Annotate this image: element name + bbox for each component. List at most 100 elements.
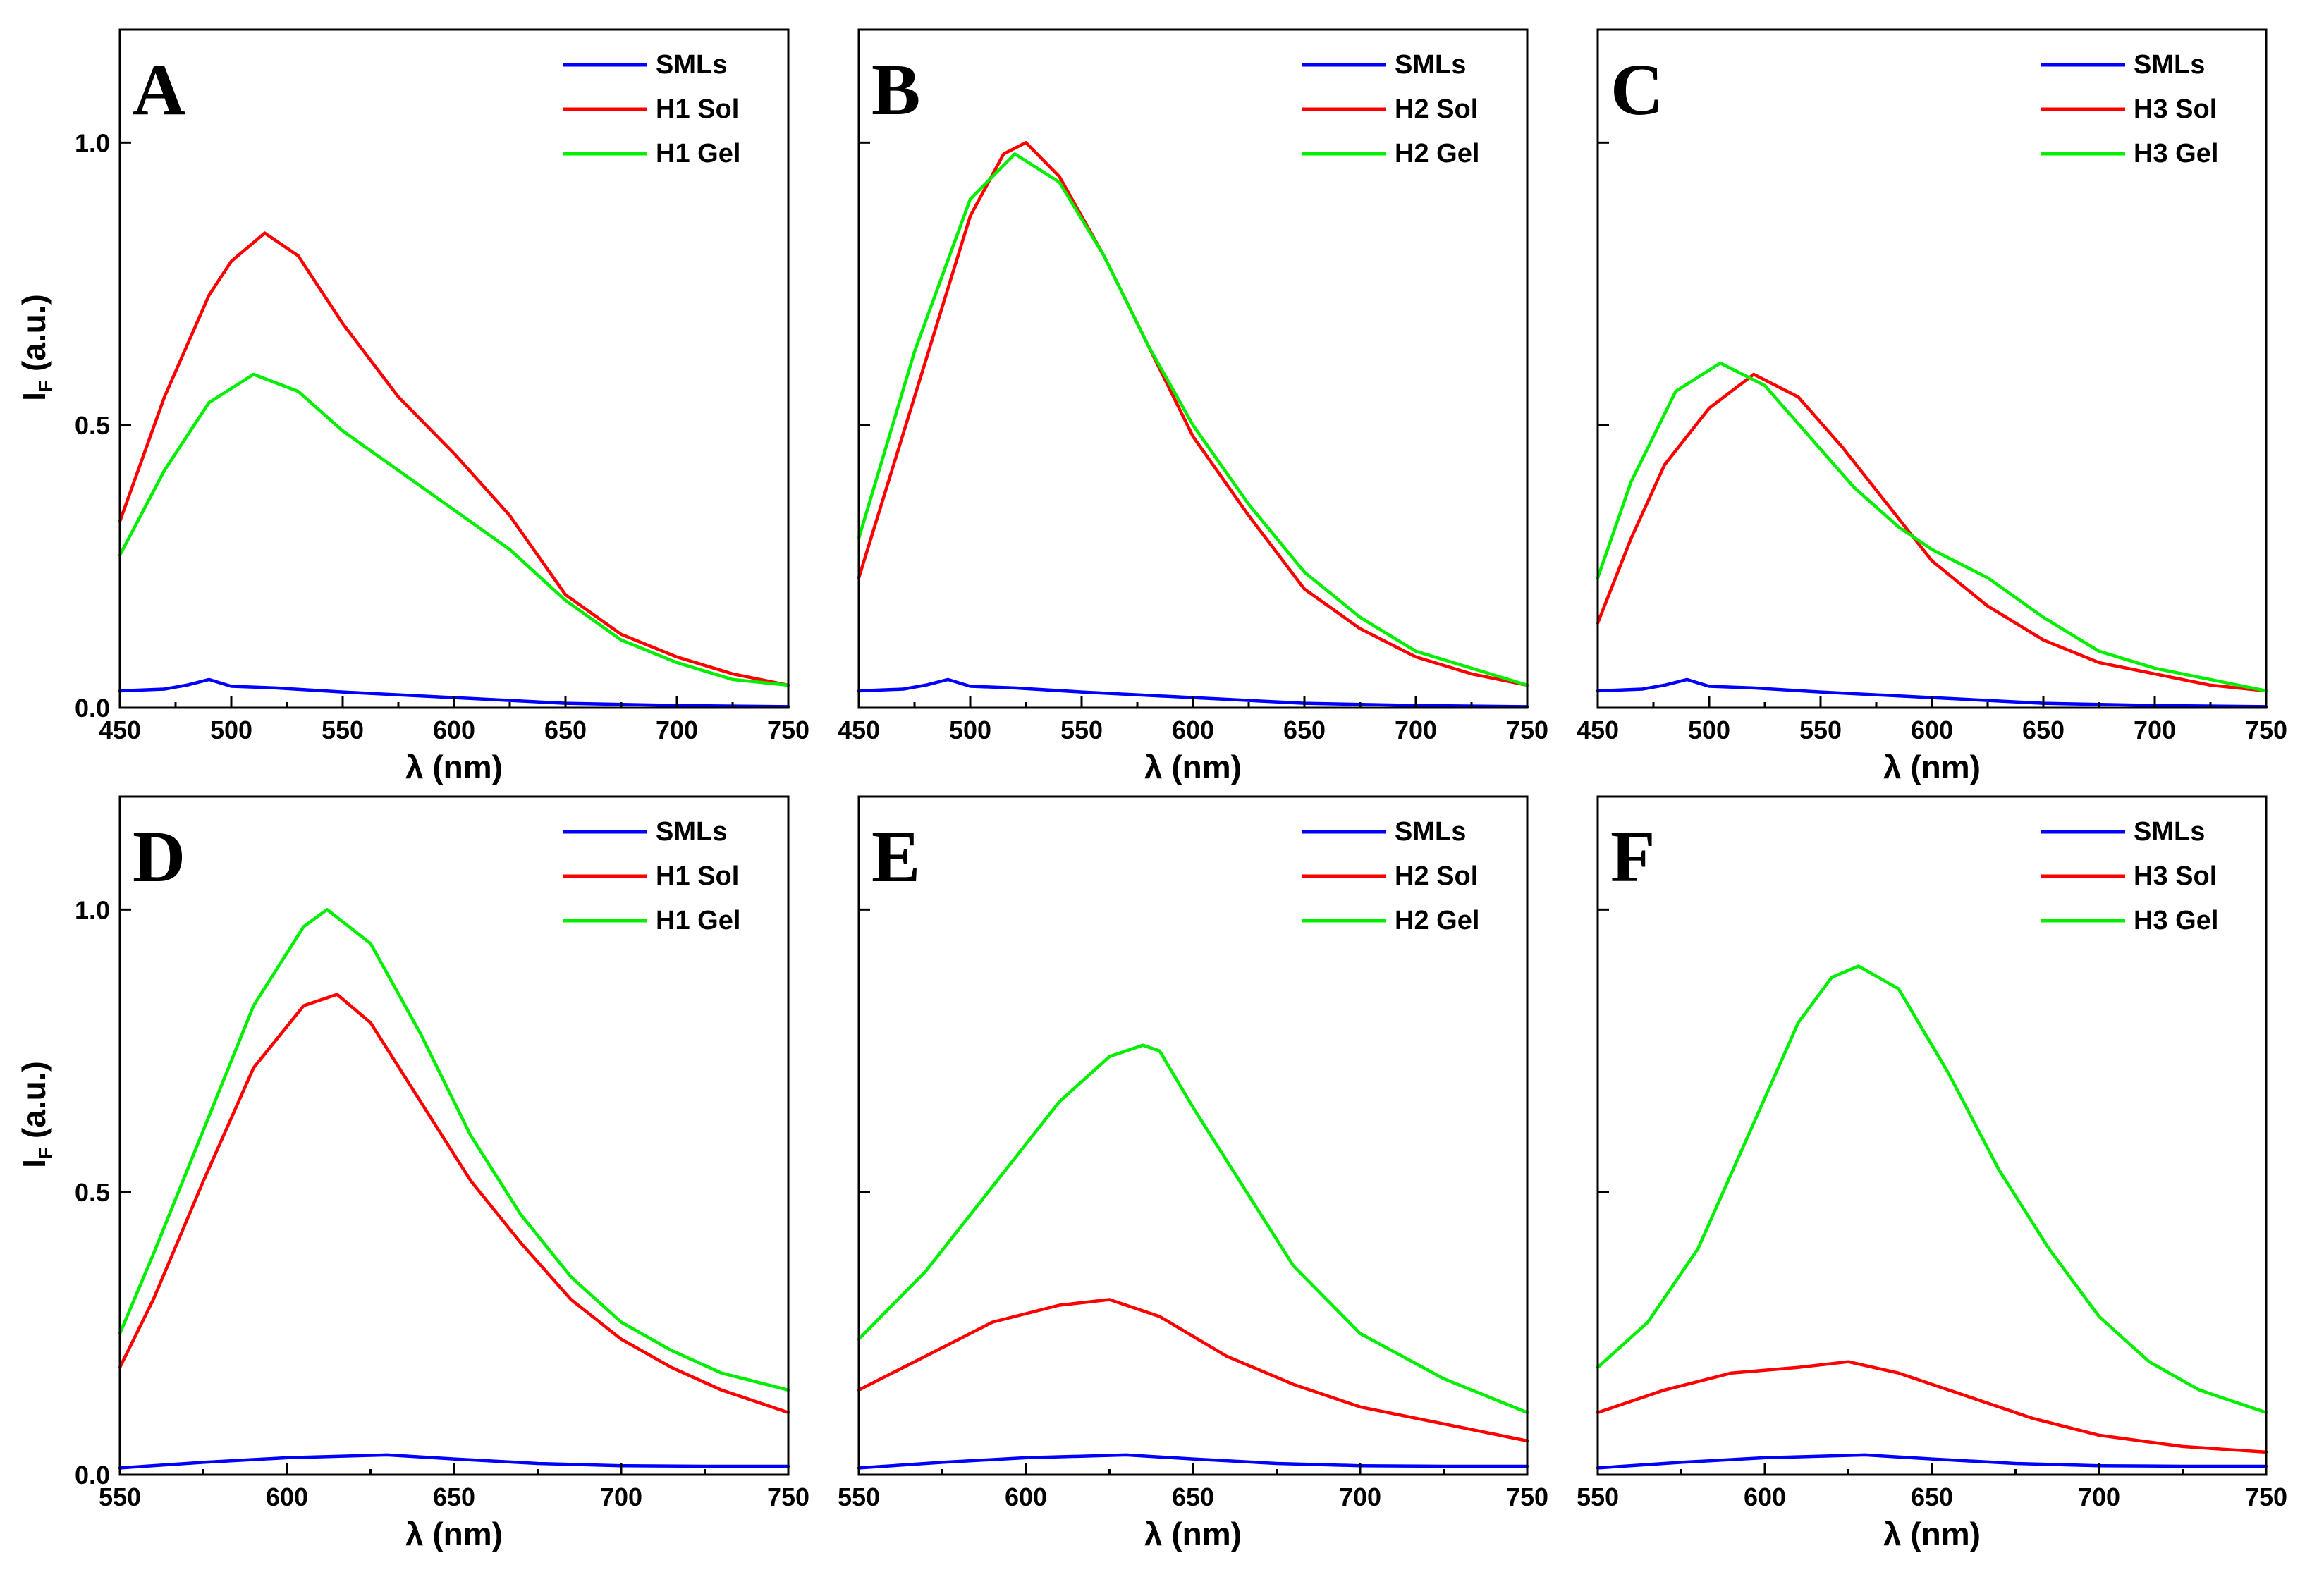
series-line-h1-gel xyxy=(118,372,790,687)
series-line-smls xyxy=(857,1453,1529,1470)
x-tick-label: 450 xyxy=(99,716,141,744)
x-tick-label: 650 xyxy=(544,716,587,744)
series-line-smls xyxy=(1596,677,2268,708)
x-axis-title: λ (nm) xyxy=(1883,749,1981,785)
x-axis-title: λ (nm) xyxy=(405,1516,503,1552)
x-tick-label: 700 xyxy=(2134,716,2176,744)
panel-letter: A xyxy=(133,49,185,130)
y-axis-symbol: I xyxy=(16,1159,52,1168)
legend-label: H2 Sol xyxy=(1395,861,1478,891)
series-line-smls xyxy=(1596,1453,2268,1470)
legend-label: H2 Gel xyxy=(1395,139,1479,168)
x-axis-title: λ (nm) xyxy=(1883,1516,1981,1552)
x-tick-label: 550 xyxy=(99,1483,141,1511)
x-tick-label: 550 xyxy=(1060,716,1103,744)
plot-frame xyxy=(1596,795,2268,1476)
legend-label: H2 Sol xyxy=(1395,94,1478,124)
x-tick-label: 550 xyxy=(322,716,364,744)
legend-label: H2 Gel xyxy=(1395,906,1479,935)
series-line-h3-sol xyxy=(1596,372,2268,693)
x-tick-label: 650 xyxy=(433,1483,475,1511)
panel-a: 450 500 550 600 650 700 750 0.0 0.5 1.0 λ (nm) IF (a… xyxy=(16,28,809,785)
x-axis-title: λ (nm) xyxy=(1144,749,1242,785)
y-axis-title: IF (a.u.) xyxy=(16,294,56,401)
series-line-h1-sol xyxy=(118,993,790,1415)
series-line-h3-sol xyxy=(1596,1360,2268,1454)
legend-label: SMLs xyxy=(2134,50,2205,80)
series-line-smls xyxy=(118,1453,790,1470)
x-tick-label: 500 xyxy=(210,716,252,744)
plot-frame xyxy=(118,795,790,1476)
x-tick-label: 750 xyxy=(1506,716,1548,744)
x-axis-title: λ (nm) xyxy=(405,749,503,785)
panel-letter: B xyxy=(871,49,920,130)
panel-letter: E xyxy=(871,816,920,897)
y-tick-label: 0.0 xyxy=(75,1461,110,1490)
legend-label: H1 Gel xyxy=(656,906,740,935)
series-line-h3-gel xyxy=(1596,964,2268,1415)
panel-b: 450 500 550 600 650 700 750 λ (nm) B SMLs H2 Sol H2… xyxy=(838,28,1548,785)
legend-label: H3 Gel xyxy=(2134,139,2218,168)
legend-label: SMLs xyxy=(656,50,727,80)
y-axis-symbol: I xyxy=(16,392,52,401)
x-tick-label: 700 xyxy=(656,716,698,744)
legend-label: H1 Gel xyxy=(656,139,740,168)
panel-e: 550 600 650 700 750 λ (nm) E SMLs H2 Sol H2 Gel xyxy=(838,795,1548,1552)
panel-letter: F xyxy=(1610,816,1656,897)
x-tick-label: 700 xyxy=(2078,1483,2120,1511)
series-line-smls xyxy=(118,677,790,708)
x-tick-label: 750 xyxy=(767,1483,809,1511)
x-tick-label: 450 xyxy=(838,716,880,744)
x-tick-label: 750 xyxy=(767,716,809,744)
panel-letter: C xyxy=(1610,49,1663,130)
series-line-h1-sol xyxy=(118,231,790,687)
x-tick-label: 450 xyxy=(1577,716,1619,744)
x-tick-label: 600 xyxy=(1005,1483,1047,1511)
y-tick-label: 0.5 xyxy=(75,411,110,440)
series-line-smls xyxy=(857,677,1529,708)
y-axis-unit: (a.u.) xyxy=(16,1061,52,1138)
x-axis-title: λ (nm) xyxy=(1144,1516,1242,1552)
y-axis-subscript: F xyxy=(35,380,56,392)
y-axis-subscript: F xyxy=(35,1147,56,1159)
x-tick-label: 600 xyxy=(1911,716,1953,744)
series-line-h1-gel xyxy=(118,908,790,1392)
x-tick-label: 500 xyxy=(1688,716,1730,744)
x-tick-label: 650 xyxy=(1172,1483,1214,1511)
y-axis-title: IF (a.u.) xyxy=(16,1061,56,1168)
panel-f: 550 600 650 700 750 λ (nm) F SMLs H3 Sol H3 Gel xyxy=(1577,795,2287,1552)
plot-frame xyxy=(1596,28,2268,709)
legend-label: SMLs xyxy=(656,817,727,847)
legend-label: SMLs xyxy=(1395,50,1466,80)
x-tick-label: 650 xyxy=(1283,716,1326,744)
x-tick-label: 600 xyxy=(1744,1483,1786,1511)
panel-c: 450 500 550 600 650 700 750 λ (nm) C SMLs H3 Sol H3… xyxy=(1577,28,2287,785)
x-tick-label: 700 xyxy=(600,1483,642,1511)
legend-label: SMLs xyxy=(1395,817,1466,847)
legend-label: H3 Sol xyxy=(2134,861,2217,891)
y-tick-label: 1.0 xyxy=(75,895,110,924)
x-tick-label: 650 xyxy=(2022,716,2065,744)
x-tick-label: 550 xyxy=(1577,1483,1619,1511)
y-tick-label: 0.5 xyxy=(75,1178,110,1207)
y-tick-label: 1.0 xyxy=(75,128,110,157)
x-tick-label: 600 xyxy=(1172,716,1214,744)
plot-frame xyxy=(857,28,1529,709)
x-tick-label: 550 xyxy=(838,1483,880,1511)
series-line-h2-sol xyxy=(857,141,1529,687)
plot-frame xyxy=(857,795,1529,1476)
panel-d: 550 600 650 700 750 0.0 0.5 1.0 λ (nm) IF (a.u.) D S… xyxy=(16,795,809,1552)
legend-label: H1 Sol xyxy=(656,94,739,124)
x-tick-label: 750 xyxy=(1506,1483,1548,1511)
x-tick-label: 600 xyxy=(266,1483,308,1511)
x-tick-label: 750 xyxy=(2245,716,2287,744)
series-line-h3-gel xyxy=(1596,361,2268,693)
x-tick-label: 700 xyxy=(1339,1483,1381,1511)
series-line-h2-sol xyxy=(857,1298,1529,1443)
series-line-h2-gel xyxy=(857,152,1529,687)
x-tick-label: 600 xyxy=(433,716,475,744)
x-tick-label: 750 xyxy=(2245,1483,2287,1511)
legend-label: H1 Sol xyxy=(656,861,739,891)
plot-frame xyxy=(118,28,790,709)
